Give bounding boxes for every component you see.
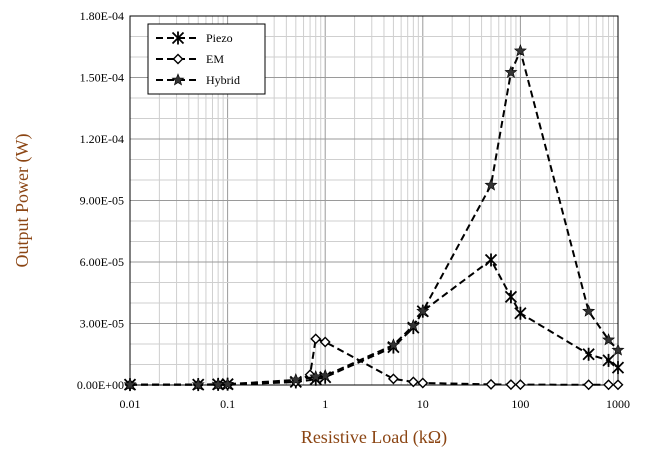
data-point [583, 379, 595, 391]
y-tick-label: 0.00E+00 [77, 378, 124, 392]
plot-frame [129, 15, 619, 386]
data-point [123, 377, 137, 391]
series-line [130, 47, 619, 386]
data-point [611, 343, 625, 356]
data-point [504, 65, 518, 78]
data-point [309, 369, 323, 383]
legend-item-hybrid: Hybrid [156, 73, 240, 87]
data-point [582, 304, 596, 317]
data-point [171, 31, 185, 45]
series-hybrid [123, 44, 625, 391]
y-tick-labels: 0.00E+00 3.00E-05 6.00E-05 9.00E-05 1.20E-04… [77, 9, 124, 392]
x-tick-label: 0.1 [220, 397, 235, 411]
y-tick-label: 1.50E-04 [80, 71, 124, 85]
data-point [485, 378, 497, 390]
y-axis-title: Output Power (W) [12, 134, 33, 268]
legend-label: Piezo [206, 31, 233, 45]
legend-item-em: EM [156, 52, 224, 66]
y-tick-label: 6.00E-05 [80, 255, 124, 269]
data-point [602, 353, 615, 367]
data-point [484, 178, 498, 191]
data-point [172, 53, 184, 65]
legend-label: EM [206, 52, 224, 66]
data-point [484, 253, 498, 267]
legend-item-piezo: Piezo [156, 31, 233, 45]
data-point [611, 361, 625, 375]
series-em [124, 333, 624, 391]
y-tick-label: 1.80E-04 [80, 9, 124, 23]
legend-label: Hybrid [206, 73, 240, 87]
x-tick-label: 1000 [606, 397, 630, 411]
data-point [417, 377, 429, 389]
data-point [416, 304, 430, 317]
x-tick-label: 0.01 [120, 397, 141, 411]
x-tick-label: 100 [511, 397, 529, 411]
x-tick-labels: 0.01 0.1 1 10 100 1000 [120, 397, 631, 411]
legend: Piezo EM Hybrid [147, 23, 266, 95]
y-tick-label: 9.00E-05 [80, 194, 124, 208]
series-line [130, 258, 619, 386]
data-point [514, 379, 526, 391]
data-point [603, 379, 615, 391]
data-point [387, 373, 399, 385]
data-point [513, 44, 527, 57]
y-tick-label: 3.00E-05 [80, 317, 124, 331]
data-point [310, 333, 322, 345]
series-line [130, 337, 618, 386]
data-point [171, 73, 185, 86]
data-point [504, 290, 518, 304]
data-point [612, 379, 624, 391]
series-piezo [123, 253, 625, 392]
data-point [505, 379, 517, 391]
data-point [318, 368, 332, 382]
data-point [289, 373, 303, 386]
data-point [602, 333, 616, 346]
data-point [319, 336, 331, 348]
data-point [386, 338, 400, 351]
data-point [191, 377, 205, 391]
x-axis-title: Resistive Load (kΩ) [301, 427, 447, 448]
series-layer [123, 44, 625, 392]
data-point [221, 377, 235, 390]
y-tick-label: 1.20E-04 [80, 132, 124, 146]
data-point [406, 318, 420, 332]
x-tick-label: 1 [322, 397, 328, 411]
x-tick-label: 10 [417, 397, 429, 411]
data-point [582, 347, 595, 361]
data-point [407, 376, 419, 388]
data-point [514, 306, 527, 320]
